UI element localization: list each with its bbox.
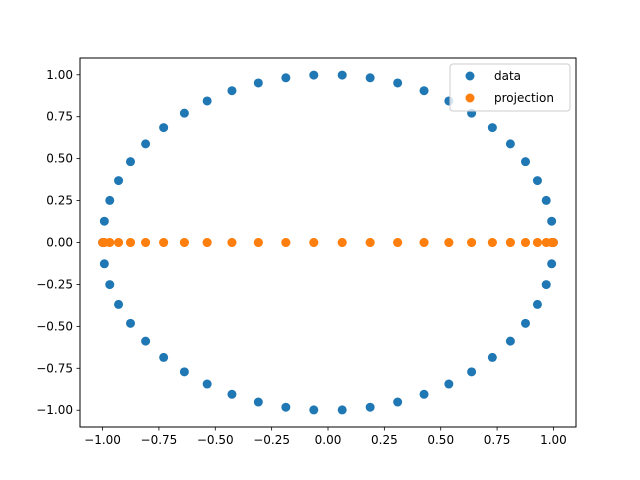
projection-point <box>105 238 115 247</box>
projection-point <box>126 238 136 247</box>
plot-area-frame <box>79 57 577 428</box>
data-point <box>505 139 515 149</box>
legend: data projection <box>449 63 571 112</box>
x-tick-label: 0.25 <box>371 433 398 447</box>
projection-point <box>365 238 375 247</box>
data-point <box>393 397 403 407</box>
legend-label-data: data <box>494 69 521 83</box>
projection-point <box>281 238 291 247</box>
data-point <box>202 96 212 106</box>
data-point <box>159 352 169 362</box>
data-point <box>114 176 124 186</box>
projection-point <box>253 238 263 247</box>
legend-marker-projection <box>465 93 475 103</box>
y-tick-label: 1.00 <box>46 68 73 82</box>
projection-point <box>227 238 237 247</box>
projection-point <box>337 238 347 247</box>
projection-point <box>159 238 169 247</box>
data-point <box>520 318 530 328</box>
projection-point <box>114 238 124 247</box>
data-point <box>541 195 551 205</box>
data-point <box>159 123 169 133</box>
data-point <box>253 397 263 407</box>
data-point <box>227 86 237 96</box>
data-point <box>202 379 212 389</box>
projection-point <box>520 238 530 247</box>
data-point <box>541 280 551 290</box>
data-point <box>253 78 263 88</box>
data-point <box>487 123 497 133</box>
data-point <box>114 299 124 309</box>
data-point <box>487 352 497 362</box>
data-point <box>532 299 542 309</box>
data-point <box>99 216 109 226</box>
data-point <box>505 336 515 346</box>
projection-point <box>505 238 515 247</box>
data-point <box>141 336 151 346</box>
projection-point <box>141 238 151 247</box>
data-point <box>227 389 237 399</box>
data-point <box>126 157 136 167</box>
y-tick-label: 0.75 <box>46 110 73 124</box>
data-point <box>141 139 151 149</box>
x-tick-label: −0.25 <box>253 433 290 447</box>
y-tick-label: −0.25 <box>36 277 73 291</box>
y-axis-ticks: 1.00 0.75 0.50 0.25 0.00 −0.25 −0.50 −0.75 −1.00 <box>36 68 80 417</box>
projection-point <box>393 238 403 247</box>
projection-point <box>547 238 557 247</box>
legend-label-projection: projection <box>494 91 554 105</box>
data-point <box>179 108 189 118</box>
projection-point <box>179 238 189 247</box>
data-point <box>309 405 319 415</box>
projection-point <box>444 238 454 247</box>
x-tick-label: −0.50 <box>197 433 234 447</box>
data-point <box>337 70 347 80</box>
projection-point <box>487 238 497 247</box>
y-tick-label: −0.75 <box>36 361 73 375</box>
x-tick-label: −1.00 <box>84 433 121 447</box>
data-points <box>98 70 558 415</box>
data-point <box>126 318 136 328</box>
legend-marker-data <box>465 71 475 81</box>
data-point <box>105 195 115 205</box>
data-point <box>99 259 109 269</box>
data-point <box>365 73 375 83</box>
data-point <box>281 73 291 83</box>
data-point <box>547 216 557 226</box>
projection-point <box>309 238 319 247</box>
x-tick-label: 0.00 <box>315 433 342 447</box>
y-tick-label: 0.25 <box>46 194 73 208</box>
data-point <box>337 405 347 415</box>
x-tick-label: 0.50 <box>427 433 454 447</box>
y-tick-label: 0.50 <box>46 152 73 166</box>
projection-point <box>532 238 542 247</box>
data-point <box>520 157 530 167</box>
y-tick-label: −1.00 <box>36 403 73 417</box>
data-point <box>365 402 375 412</box>
data-point <box>179 367 189 377</box>
x-axis-ticks: −1.00 −0.75 −0.50 −0.25 0.00 0.25 0.50 0.75 1.00 <box>84 427 567 447</box>
data-point <box>105 280 115 290</box>
x-tick-label: 0.75 <box>484 433 511 447</box>
projection-point <box>467 238 477 247</box>
data-point <box>419 389 429 399</box>
y-tick-label: 0.00 <box>46 236 73 250</box>
data-point <box>393 78 403 88</box>
data-point <box>419 86 429 96</box>
legend-frame <box>449 63 571 112</box>
data-point <box>281 402 291 412</box>
data-point <box>532 176 542 186</box>
data-point <box>467 367 477 377</box>
data-point <box>309 70 319 80</box>
data-point <box>444 379 454 389</box>
projection-point <box>419 238 429 247</box>
x-tick-label: −0.75 <box>141 433 178 447</box>
x-tick-label: 1.00 <box>540 433 567 447</box>
data-point <box>547 259 557 269</box>
y-tick-label: −0.50 <box>36 319 73 333</box>
projection-point <box>202 238 212 247</box>
